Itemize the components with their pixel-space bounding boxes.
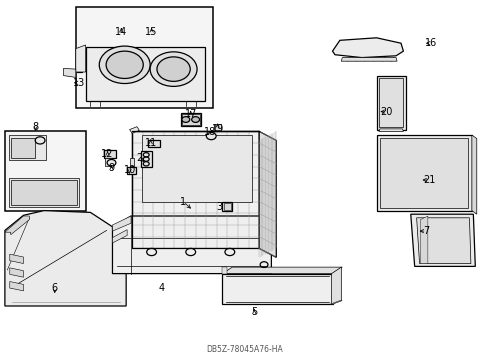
Text: 9: 9: [108, 163, 114, 174]
Polygon shape: [331, 267, 341, 304]
Polygon shape: [129, 127, 139, 133]
Polygon shape: [5, 216, 29, 235]
Text: DB5Z-78045A76-HA: DB5Z-78045A76-HA: [206, 345, 282, 354]
Text: 16: 16: [424, 38, 437, 48]
Polygon shape: [147, 140, 160, 147]
Polygon shape: [224, 203, 230, 210]
Bar: [5, 131, 85, 211]
Circle shape: [150, 52, 197, 86]
Circle shape: [157, 57, 190, 81]
Polygon shape: [181, 113, 201, 126]
Text: 15: 15: [145, 27, 158, 37]
Polygon shape: [214, 124, 221, 130]
Polygon shape: [222, 267, 227, 274]
Polygon shape: [112, 230, 127, 243]
Text: 20: 20: [379, 107, 392, 117]
Polygon shape: [10, 282, 23, 291]
Text: 13: 13: [73, 78, 85, 88]
Polygon shape: [141, 151, 151, 167]
Text: 14: 14: [115, 27, 127, 37]
Polygon shape: [132, 131, 259, 248]
Polygon shape: [104, 150, 116, 158]
Polygon shape: [341, 58, 396, 61]
Polygon shape: [416, 218, 470, 264]
Text: 2: 2: [136, 153, 142, 163]
Circle shape: [99, 46, 150, 84]
Polygon shape: [105, 158, 111, 166]
Polygon shape: [182, 114, 200, 125]
Polygon shape: [11, 138, 35, 158]
Text: 6: 6: [52, 283, 58, 293]
Polygon shape: [222, 274, 332, 304]
Text: 3: 3: [216, 202, 222, 212]
Text: 21: 21: [422, 175, 435, 185]
Polygon shape: [410, 214, 474, 266]
Text: 10: 10: [123, 165, 136, 175]
Polygon shape: [9, 178, 79, 207]
Text: 7: 7: [423, 226, 428, 236]
Text: 8: 8: [33, 122, 39, 132]
Polygon shape: [420, 216, 427, 264]
Polygon shape: [10, 268, 23, 277]
Polygon shape: [77, 66, 82, 72]
Polygon shape: [112, 216, 271, 274]
Circle shape: [206, 132, 216, 140]
Polygon shape: [376, 135, 471, 211]
Text: 5: 5: [251, 307, 257, 318]
Bar: [76, 7, 212, 108]
Polygon shape: [10, 254, 23, 264]
Text: 1: 1: [180, 197, 186, 207]
Polygon shape: [379, 78, 402, 127]
Polygon shape: [11, 180, 77, 205]
Polygon shape: [85, 47, 205, 101]
Text: 11: 11: [144, 138, 157, 148]
Polygon shape: [376, 76, 405, 130]
Polygon shape: [471, 135, 476, 214]
Polygon shape: [222, 267, 342, 274]
Circle shape: [182, 117, 189, 122]
Polygon shape: [142, 135, 251, 202]
Polygon shape: [380, 138, 468, 208]
Text: 12: 12: [101, 149, 114, 159]
Text: 19: 19: [211, 123, 224, 134]
Circle shape: [106, 51, 143, 78]
Polygon shape: [127, 167, 136, 174]
Text: 18: 18: [203, 127, 216, 138]
Polygon shape: [76, 45, 85, 72]
Polygon shape: [329, 301, 342, 304]
Circle shape: [191, 117, 199, 122]
Polygon shape: [9, 135, 46, 160]
Circle shape: [107, 159, 116, 166]
Text: 17: 17: [184, 109, 197, 120]
Text: 4: 4: [158, 283, 164, 293]
Polygon shape: [222, 202, 232, 211]
Polygon shape: [378, 129, 403, 131]
Polygon shape: [5, 211, 126, 306]
Polygon shape: [259, 131, 276, 257]
Polygon shape: [112, 216, 131, 231]
Polygon shape: [63, 68, 76, 77]
Polygon shape: [129, 158, 134, 166]
Polygon shape: [332, 38, 403, 58]
